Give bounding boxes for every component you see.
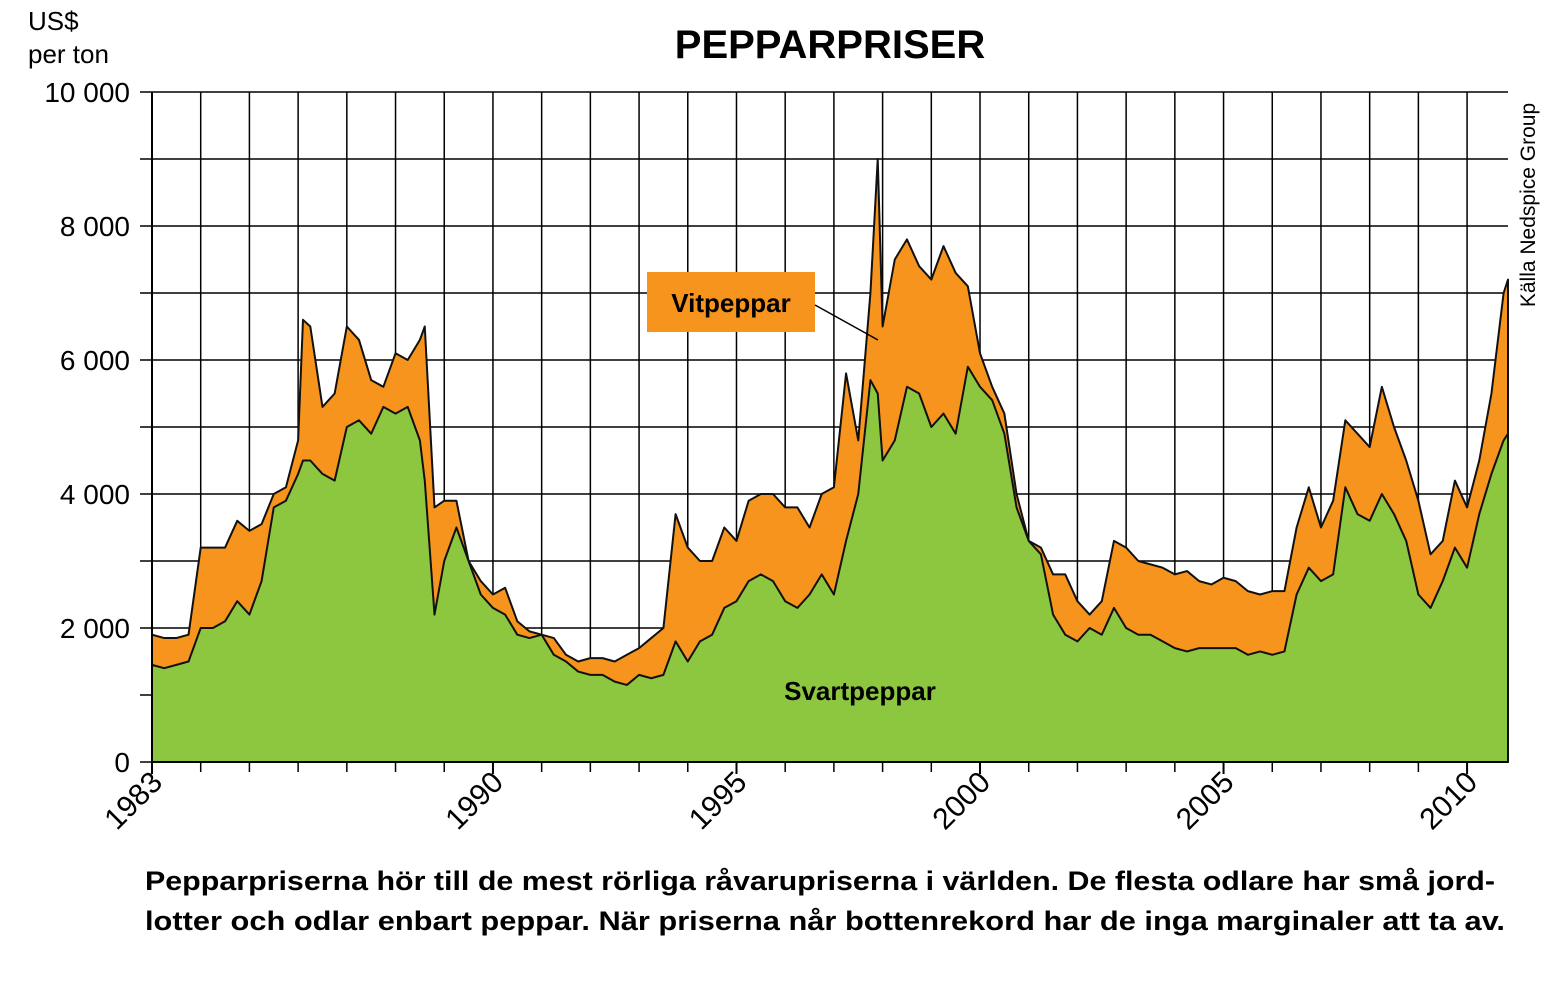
series-label: Svartpeppar — [784, 676, 936, 706]
y-tick-label: 2 000 — [60, 613, 130, 644]
y-tick-label: 8 000 — [60, 211, 130, 242]
chart-title: PEPPARPRISER — [675, 23, 986, 67]
caption: lotter och odlar enbart peppar. När pris… — [145, 906, 1505, 936]
label-box — [647, 272, 815, 332]
y-tick-label: 0 — [114, 747, 130, 778]
source: Källa Nedspice Group — [1517, 103, 1540, 307]
x-tick-label: 2000 — [926, 766, 997, 837]
y-tick-label: 6 000 — [60, 345, 130, 376]
y-tick-label: 10 000 — [44, 77, 130, 108]
leader-line — [814, 304, 879, 341]
y-axis-label: US$ — [28, 6, 79, 36]
x-tick-label: 2005 — [1170, 766, 1241, 837]
series-label: Vitpeppar — [671, 288, 790, 318]
x-tick-label: 1983 — [98, 766, 169, 837]
x-tick-label: 1990 — [439, 766, 510, 837]
area — [151, 365, 1509, 763]
x-tick-label: 2010 — [1414, 766, 1485, 837]
y-axis-label: per ton — [28, 39, 109, 69]
caption: Pepparpriserna hör till de mest rörliga … — [145, 866, 1495, 896]
y-tick-label: 4 000 — [60, 479, 130, 510]
x-tick-label: 1995 — [683, 766, 754, 837]
